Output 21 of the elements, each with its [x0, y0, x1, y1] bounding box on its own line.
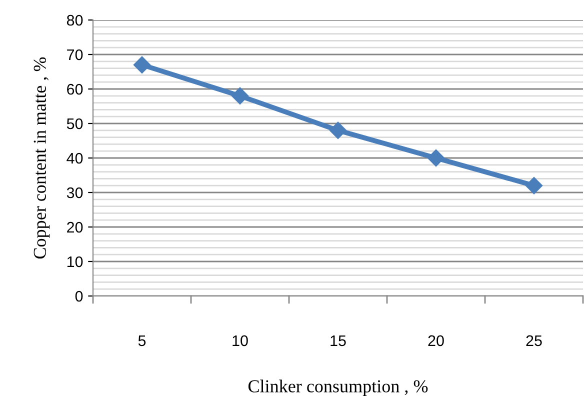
y-tick-label: 70 — [67, 49, 83, 60]
y-tick-label: 10 — [67, 256, 83, 268]
point — [231, 87, 249, 104]
point — [133, 56, 151, 74]
y-tick-label: 60 — [67, 84, 83, 95]
y-tick-label: 0 — [75, 290, 83, 302]
y-tick-label: 20 — [67, 222, 83, 233]
x-tick-label: 5 — [138, 335, 146, 346]
point — [525, 177, 543, 194]
x-tick-label: 15 — [330, 335, 346, 346]
y-tick-label: 80 — [66, 14, 83, 26]
y-axis-title: Copper content in matte , % — [34, 57, 50, 259]
point — [427, 149, 445, 167]
x-tick-label: 10 — [232, 335, 248, 346]
y-tick-label: 30 — [66, 187, 83, 198]
x-tick-label: 25 — [526, 335, 542, 346]
x-tick-label: 20 — [428, 335, 444, 346]
y-tick-label: 40 — [66, 152, 83, 164]
point — [329, 122, 347, 139]
x-axis-title: Clinker consumption , % — [248, 380, 428, 396]
y-tick-label: 50 — [66, 118, 83, 130]
